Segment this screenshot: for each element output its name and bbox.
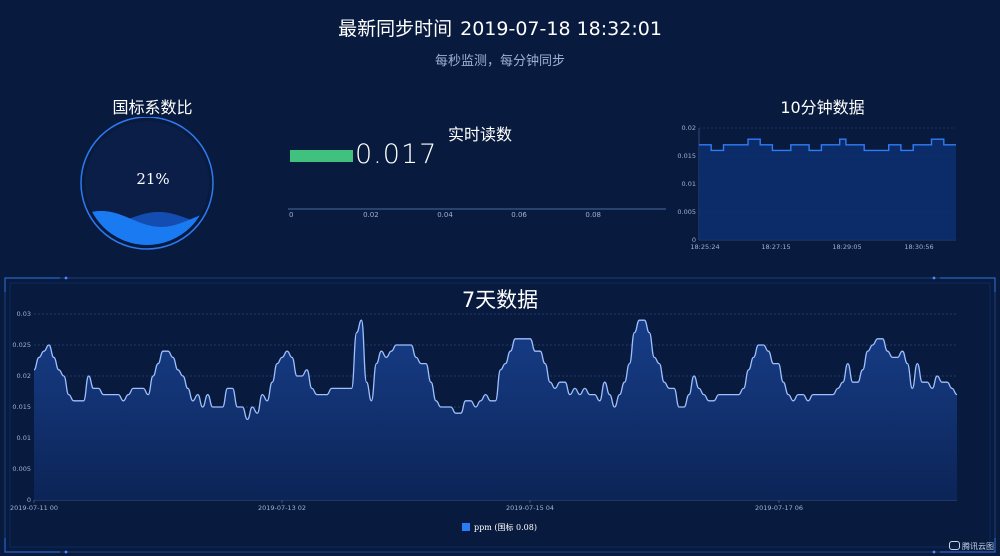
realtime-axis-tick: 0.08 [585, 211, 601, 219]
seven-day-y-tick: 0.025 [12, 341, 31, 349]
realtime-axis-tick: 0.06 [511, 211, 527, 219]
legend-label: ppm (国标 0.08) [474, 523, 537, 532]
ten-min-x-tick: 18:29:05 [832, 243, 861, 251]
frame-corner-br [940, 538, 996, 553]
gauge-outer-ring [80, 117, 214, 250]
header-subtitle: 每秒监测，每分钟同步 [434, 54, 565, 69]
brand-label: 腾讯云图 [962, 542, 994, 551]
seven-day-y-tick: 0.01 [17, 434, 31, 442]
realtime-panel-title: 实时读数 [447, 125, 512, 144]
realtime-value-label: 0.017 [355, 139, 438, 170]
seven-day-frame [4, 276, 996, 554]
seven-day-y-tick: 0 [27, 496, 31, 504]
realtime-axis-tick: 0 [289, 211, 293, 219]
frame-inner [9, 282, 991, 548]
ten-min-y-tick: 0.015 [677, 152, 696, 160]
seven-day-y-tick: 0.005 [12, 465, 31, 473]
ten-min-chart: 0 0.005 0.01 0.015 0.02 18:25:24 18:27:15 18:29… [677, 124, 956, 251]
frame-dot [932, 276, 936, 280]
realtime-value-bar [290, 150, 353, 162]
ten-min-area [699, 139, 956, 240]
seven-day-x-tick: 2019-07-13 02 [258, 504, 306, 512]
seven-day-legend[interactable]: ppm (国标 0.08) [462, 522, 537, 533]
ten-min-panel-title: 10分钟数据 [780, 98, 865, 117]
seven-day-x-tick: 2019-07-15 04 [506, 504, 554, 512]
ten-min-x-tick: 18:27:15 [761, 243, 790, 251]
ratio-panel-title: 国标系数比 [112, 98, 193, 117]
frame-dot [64, 276, 68, 280]
realtime-axis: 0 0.02 0.04 0.06 0.08 [288, 208, 666, 219]
frame-corner-bl [4, 538, 60, 553]
ten-min-y-tick: 0.01 [682, 180, 696, 188]
header-title: 最新同步时间 2019-07-18 18:32:01 [0, 14, 1000, 41]
seven-day-line [33, 319, 958, 421]
header-title-prefix: 最新同步时间 [338, 18, 453, 40]
frame-corner-tr [940, 277, 996, 292]
ratio-gauge [80, 117, 214, 250]
seven-day-panel-title: 7天数据 [461, 288, 539, 312]
cloud-icon [949, 541, 960, 550]
frame-corner-tl [4, 277, 60, 292]
ratio-percent-label: 21% [136, 170, 170, 188]
realtime-axis-tick: 0.04 [437, 211, 453, 219]
seven-day-x-tick: 2019-07-17 06 [755, 504, 803, 512]
realtime-axis-tick: 0.02 [363, 211, 379, 219]
ten-min-x-tick: 18:25:24 [690, 243, 719, 251]
seven-day-y-tick: 0.015 [12, 403, 31, 411]
ten-min-y-tick: 0.02 [682, 124, 696, 132]
frame-dot [932, 550, 936, 554]
seven-day-area [34, 320, 957, 500]
ten-min-line [699, 138, 956, 152]
seven-day-y-tick: 0.03 [17, 310, 31, 318]
ten-min-y-tick: 0 [692, 236, 696, 244]
ten-min-y-tick: 0.005 [677, 208, 696, 216]
brand-logo: 腾讯云图 [949, 541, 994, 552]
seven-day-y-tick: 0.02 [17, 372, 31, 380]
legend-swatch [462, 523, 470, 531]
seven-day-x-tick: 2019-07-11 00 [10, 504, 58, 512]
seven-day-chart: 0 0.005 0.01 0.015 0.02 0.025 0.03 2019-07-11 0… [10, 310, 958, 512]
frame-dot [64, 550, 68, 554]
sync-timestamp: 2019-07-18 18:32:01 [460, 18, 662, 40]
ten-min-x-tick: 18:30:56 [904, 243, 933, 251]
